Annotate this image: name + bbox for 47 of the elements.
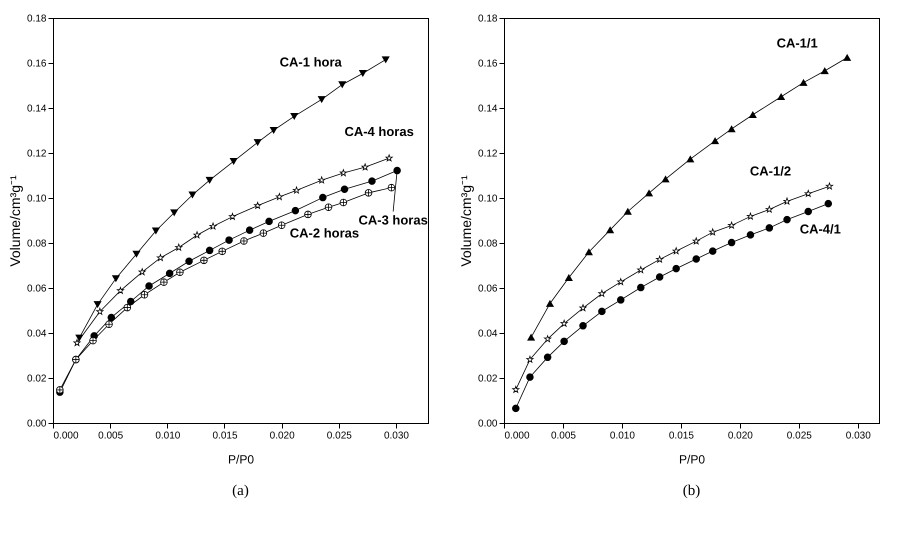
- text: (a): [232, 483, 249, 499]
- series-label: CA-2 horas: [290, 226, 360, 241]
- y-tick-label: 0.06: [27, 284, 47, 294]
- x-tick-label: 0.000: [54, 430, 79, 442]
- x-tick-label: 0.000: [504, 430, 530, 442]
- series-label: CA-1/2: [750, 163, 792, 178]
- y-tick-label: 0.08: [478, 238, 498, 250]
- x-tick-label: 0.010: [610, 430, 636, 442]
- series-label: CA-4/1: [800, 222, 841, 237]
- y-axis-title: Volume/cm³g⁻¹: [7, 174, 24, 267]
- x-axis-title: P/P0: [228, 452, 254, 466]
- y-tick-label: 0.00: [27, 418, 47, 430]
- y-tick-label: 0.10: [27, 194, 47, 204]
- x-tick-label: 0.025: [326, 430, 352, 442]
- y-tick-label: 0.02: [27, 374, 47, 384]
- x-axis-title: P/P0: [678, 452, 706, 466]
- x-tick-label: 0.030: [846, 430, 872, 442]
- y-tick-label: 0.12: [478, 148, 498, 160]
- y-tick-label: 0.10: [478, 194, 498, 204]
- x-tick-label: 0.015: [212, 430, 238, 442]
- x-tick-label: 0.010: [155, 430, 181, 442]
- y-tick-label: 0.16: [478, 58, 498, 70]
- y-tick-label: 0.00: [478, 418, 498, 430]
- series-label: CA-3 horas: [358, 212, 428, 228]
- y-tick-label: 0.18: [27, 14, 47, 24]
- x-tick-label: 0.025: [786, 430, 812, 442]
- x-tick-label: 0.015: [668, 430, 694, 442]
- y-tick-label: 0.04: [27, 328, 47, 340]
- series-label: CA-4 horas: [344, 124, 414, 140]
- y-tick-label: 0.16: [27, 58, 47, 70]
- series-label: CA-1 hora: [280, 54, 343, 70]
- y-axis-title: Volume/cm³g⁻¹: [458, 174, 474, 267]
- y-tick-label: 0.04: [478, 328, 498, 340]
- x-tick-label: 0.005: [550, 430, 576, 442]
- x-tick-label: 0.020: [728, 430, 754, 442]
- series-label: CA-1/1: [776, 36, 818, 51]
- x-tick-label: 0.030: [384, 430, 410, 442]
- y-tick-label: 0.14: [27, 104, 47, 114]
- y-tick-label: 0.02: [478, 374, 498, 384]
- y-tick-label: 0.18: [478, 14, 498, 24]
- y-tick-label: 0.12: [27, 148, 47, 160]
- x-tick-label: 0.020: [270, 430, 296, 442]
- y-tick-label: 0.14: [478, 104, 498, 114]
- y-tick-label: 0.08: [27, 238, 47, 250]
- text: (b): [682, 483, 700, 499]
- y-tick-label: 0.06: [478, 284, 498, 294]
- x-tick-label: 0.005: [98, 430, 124, 442]
